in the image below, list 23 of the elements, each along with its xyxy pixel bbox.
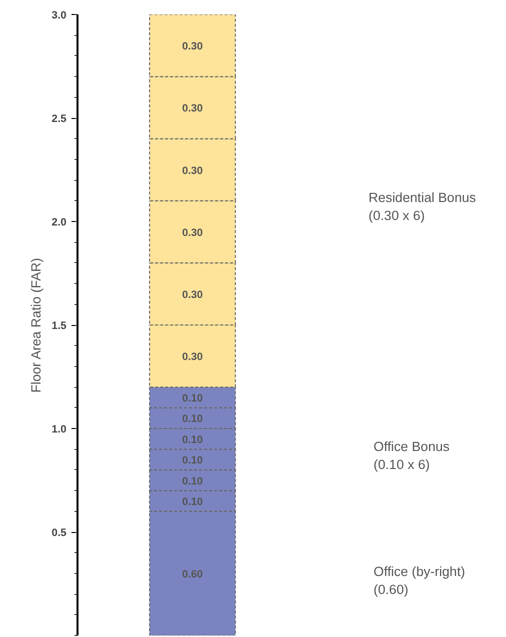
y-tick-label: 2.0 [52,216,67,228]
y-tick-label: 0.5 [52,527,67,539]
data-label: 0.10 [182,392,203,404]
data-label: 0.10 [182,454,203,467]
text: Office (by-right) (0.60) [374,564,466,597]
data-label: 0.30 [182,226,203,239]
data-label: 0.60 [182,568,203,580]
text: Residential Bonus (0.30 x 6) [368,190,476,223]
data-label: 0.10 [182,413,203,426]
y-tick-label: 1.5 [52,320,67,332]
data-label: 0.30 [182,288,203,301]
data-label: 0.30 [182,40,203,53]
data-label: 0.30 [182,351,203,364]
y-axis-title: Floor Area Ratio (FAR) [28,258,44,393]
data-label: 0.10 [182,475,203,488]
y-tick-label: 2.5 [52,113,67,125]
data-label: 0.30 [182,164,203,177]
y-tick-label: 1.0 [52,424,67,436]
data-label: 0.10 [182,434,203,446]
data-label: 0.10 [182,496,203,508]
data-label: 0.30 [182,102,203,115]
text: Office Bonus (0.10 x 6) [374,439,450,472]
y-tick-label: 3.0 [52,10,67,22]
